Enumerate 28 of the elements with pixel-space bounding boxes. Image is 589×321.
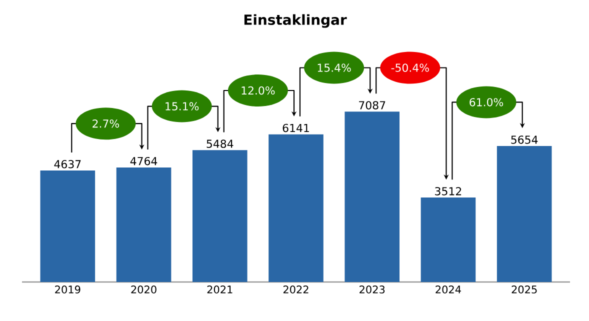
bar — [192, 150, 248, 282]
bar — [116, 167, 172, 282]
bar — [40, 170, 96, 282]
data-label: 7087 — [359, 101, 386, 110]
text: 15.1% — [166, 102, 199, 110]
chart-title: Einstaklingar — [244, 14, 347, 28]
bar — [268, 134, 324, 282]
bar — [344, 112, 400, 282]
bar — [420, 198, 476, 282]
text: 15.4% — [318, 64, 351, 72]
data-label: 4637 — [54, 160, 81, 168]
data-label: 5654 — [511, 136, 538, 144]
x-tick-label: 2020 — [131, 286, 156, 294]
x-tick-label: 2019 — [55, 286, 80, 294]
x-tick-label: 2025 — [512, 286, 537, 294]
data-label: 4764 — [130, 156, 158, 166]
data-label: 5484 — [206, 140, 234, 148]
text: 61.0% — [470, 98, 504, 106]
data-label: 6141 — [282, 124, 309, 132]
x-tick-label: 2023 — [360, 286, 385, 294]
data-label: 3512 — [435, 187, 462, 196]
text: 12.0% — [242, 86, 275, 95]
x-tick-label: 2021 — [207, 286, 232, 294]
annotation: 2.7% — [92, 119, 120, 128]
x-tick-label: 2024 — [436, 286, 461, 294]
bar — [496, 146, 552, 282]
x-tick-label: 2022 — [283, 286, 308, 294]
text: -50.4% — [391, 64, 429, 72]
